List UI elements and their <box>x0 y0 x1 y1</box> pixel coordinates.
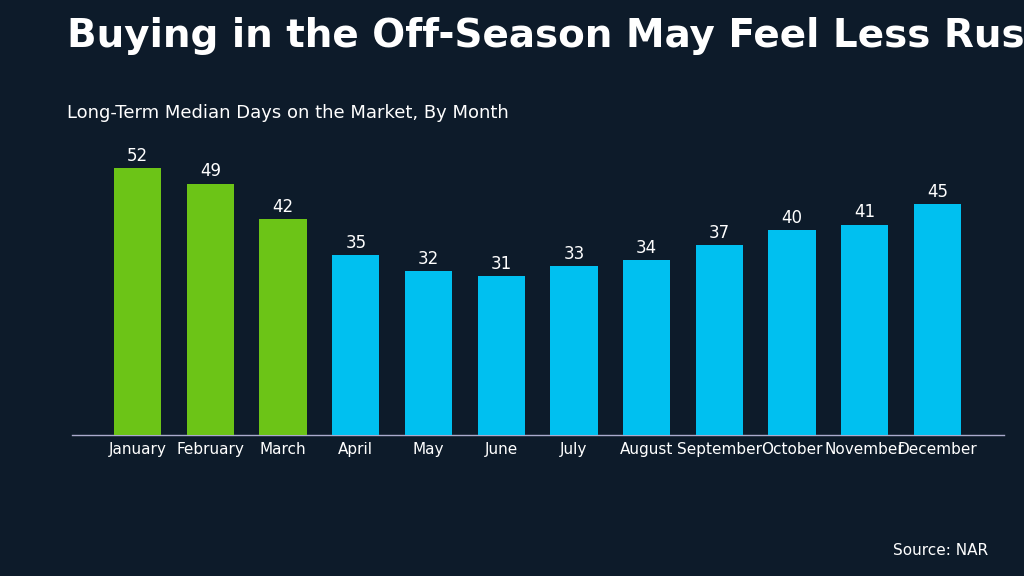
Text: Buying in the Off-Season May Feel Less Rushed: Buying in the Off-Season May Feel Less R… <box>67 17 1024 55</box>
Bar <box>332 255 380 435</box>
Bar <box>259 219 307 435</box>
Text: 34: 34 <box>636 240 657 257</box>
Text: Source: NAR: Source: NAR <box>893 543 988 558</box>
Text: 32: 32 <box>418 249 439 268</box>
Bar <box>477 276 525 435</box>
Text: 40: 40 <box>781 209 803 226</box>
Text: 41: 41 <box>854 203 876 222</box>
Bar <box>550 266 598 435</box>
Bar <box>768 230 816 435</box>
Text: 35: 35 <box>345 234 367 252</box>
Bar <box>623 260 671 435</box>
Text: 31: 31 <box>490 255 512 273</box>
Bar <box>114 168 162 435</box>
Text: 37: 37 <box>709 224 730 242</box>
Text: 42: 42 <box>272 198 294 217</box>
Bar <box>404 271 453 435</box>
Bar <box>913 204 962 435</box>
Bar <box>186 184 234 435</box>
Text: 45: 45 <box>927 183 948 201</box>
Text: 52: 52 <box>127 147 148 165</box>
Bar <box>841 225 889 435</box>
Text: 49: 49 <box>200 162 221 180</box>
Bar <box>695 245 743 435</box>
Text: Long-Term Median Days on the Market, By Month: Long-Term Median Days on the Market, By … <box>67 104 508 122</box>
Text: 33: 33 <box>563 245 585 263</box>
